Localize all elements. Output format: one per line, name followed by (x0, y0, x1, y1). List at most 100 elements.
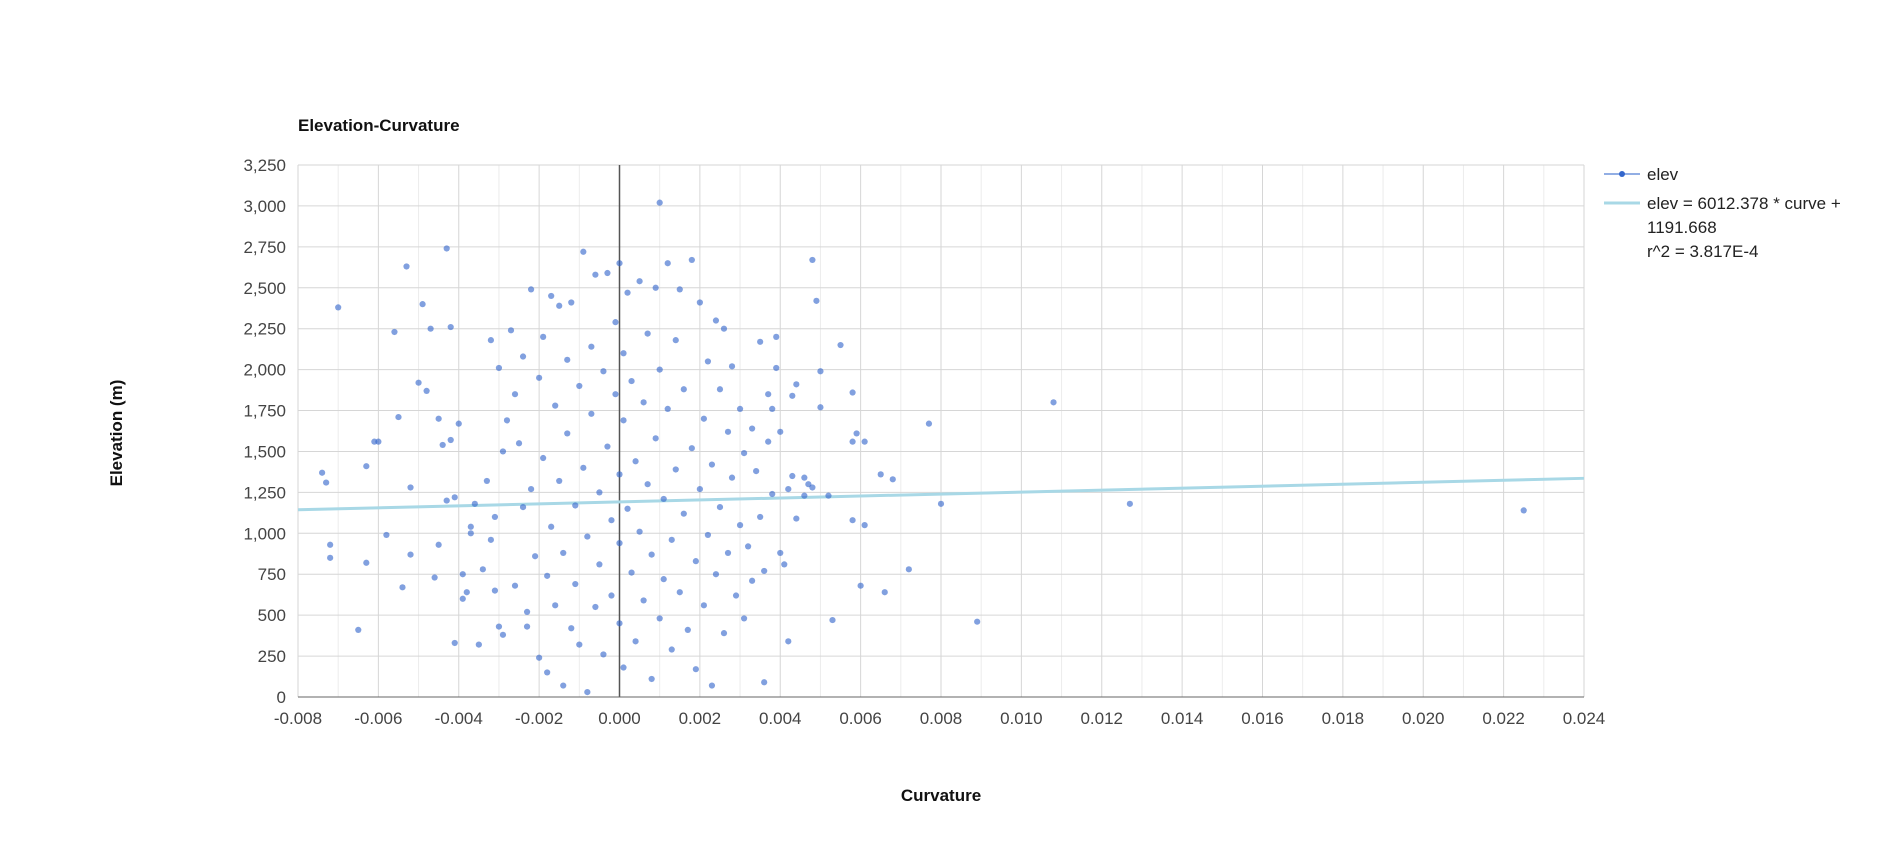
scatter-point[interactable] (732, 592, 740, 599)
scatter-point[interactable] (672, 466, 679, 473)
scatter-point[interactable] (773, 364, 780, 372)
scatter-point[interactable] (809, 484, 816, 491)
scatter-point[interactable] (499, 631, 507, 638)
scatter-point[interactable] (580, 248, 587, 255)
scatter-point[interactable] (628, 569, 635, 576)
scatter-point[interactable] (724, 428, 732, 435)
scatter-point[interactable] (375, 438, 382, 445)
scatter-point[interactable] (431, 574, 438, 581)
scatter-point[interactable] (728, 363, 736, 370)
scatter-point[interactable] (523, 608, 531, 615)
scatter-point[interactable] (937, 500, 945, 507)
scatter-point[interactable] (463, 589, 470, 596)
scatter-point[interactable] (544, 669, 551, 676)
scatter-point[interactable] (523, 623, 531, 630)
scatter-point[interactable] (624, 289, 631, 296)
scatter-point[interactable] (511, 582, 519, 589)
scatter-point[interactable] (660, 495, 667, 503)
scatter-point[interactable] (644, 330, 651, 337)
scatter-point[interactable] (451, 494, 458, 501)
scatter-point[interactable] (652, 435, 659, 442)
scatter-point[interactable] (560, 549, 567, 557)
scatter-point[interactable] (443, 245, 450, 252)
scatter-point[interactable] (652, 284, 659, 291)
scatter-point[interactable] (355, 626, 362, 633)
scatter-point[interactable] (696, 486, 703, 493)
scatter-point[interactable] (905, 566, 912, 573)
scatter-point[interactable] (684, 626, 691, 633)
scatter-point[interactable] (789, 392, 796, 399)
scatter-point[interactable] (519, 353, 527, 360)
scatter-point[interactable] (536, 654, 543, 661)
scatter-point[interactable] (736, 405, 744, 413)
scatter-point[interactable] (777, 428, 784, 435)
scatter-point[interactable] (1520, 507, 1527, 514)
scatter-point[interactable] (861, 522, 868, 529)
scatter-point[interactable] (881, 589, 888, 596)
scatter-point[interactable] (777, 549, 784, 557)
scatter-point[interactable] (692, 666, 699, 673)
scatter-point[interactable] (407, 484, 414, 491)
scatter-point[interactable] (395, 413, 402, 421)
scatter-point[interactable] (660, 576, 667, 583)
scatter-point[interactable] (592, 271, 599, 278)
scatter-point[interactable] (604, 443, 611, 450)
scatter-point[interactable] (572, 580, 579, 588)
scatter-point[interactable] (447, 323, 454, 331)
scatter-point[interactable] (447, 436, 454, 444)
scatter-point[interactable] (399, 584, 406, 591)
scatter-point[interactable] (716, 504, 724, 511)
scatter-point[interactable] (568, 625, 575, 632)
scatter-point[interactable] (515, 440, 523, 447)
scatter-point[interactable] (769, 405, 776, 413)
scatter-point[interactable] (319, 469, 326, 476)
scatter-point[interactable] (1050, 399, 1057, 406)
scatter-point[interactable] (423, 387, 430, 394)
scatter-point[interactable] (825, 492, 832, 499)
scatter-point[interactable] (363, 559, 370, 566)
scatter-point[interactable] (925, 420, 933, 427)
scatter-point[interactable] (801, 474, 808, 481)
scatter-point[interactable] (467, 530, 474, 537)
scatter-point[interactable] (499, 448, 507, 455)
scatter-point[interactable] (708, 461, 716, 468)
scatter-point[interactable] (664, 405, 671, 413)
scatter-point[interactable] (503, 417, 511, 424)
scatter-point[interactable] (785, 638, 792, 645)
scatter-point[interactable] (604, 269, 611, 277)
scatter-point[interactable] (656, 199, 663, 206)
scatter-point[interactable] (664, 260, 671, 267)
scatter-point[interactable] (728, 474, 736, 481)
scatter-point[interactable] (536, 374, 543, 381)
scatter-point[interactable] (740, 449, 748, 457)
scatter-point[interactable] (781, 561, 788, 568)
scatter-point[interactable] (720, 325, 728, 332)
scatter-point[interactable] (829, 616, 836, 624)
scatter-point[interactable] (656, 366, 663, 373)
scatter-point[interactable] (596, 489, 603, 496)
legend-item-scatter[interactable]: elev (1604, 165, 1679, 184)
scatter-point[interactable] (588, 410, 595, 417)
scatter-point[interactable] (849, 389, 856, 396)
legend-item-trendline[interactable]: elev = 6012.378 * curve + 1191.668 r^2 =… (1604, 194, 1841, 261)
scatter-point[interactable] (439, 441, 446, 449)
scatter-point[interactable] (769, 490, 776, 498)
scatter-point[interactable] (419, 301, 426, 308)
scatter-point[interactable] (507, 327, 515, 334)
scatter-point[interactable] (809, 256, 816, 264)
scatter-point[interactable] (676, 589, 683, 596)
scatter-point[interactable] (801, 492, 808, 499)
scatter-point[interactable] (323, 479, 330, 486)
scatter-point[interactable] (544, 572, 551, 579)
scatter-point[interactable] (415, 379, 422, 386)
scatter-point[interactable] (556, 477, 563, 485)
scatter-point[interactable] (817, 404, 824, 411)
scatter-point[interactable] (753, 468, 760, 475)
scatter-point[interactable] (765, 438, 772, 445)
scatter-point[interactable] (648, 551, 655, 558)
scatter-point[interactable] (704, 531, 712, 539)
scatter-point[interactable] (793, 381, 800, 388)
scatter-point[interactable] (672, 337, 679, 344)
scatter-point[interactable] (487, 337, 494, 344)
scatter-point[interactable] (974, 618, 981, 625)
